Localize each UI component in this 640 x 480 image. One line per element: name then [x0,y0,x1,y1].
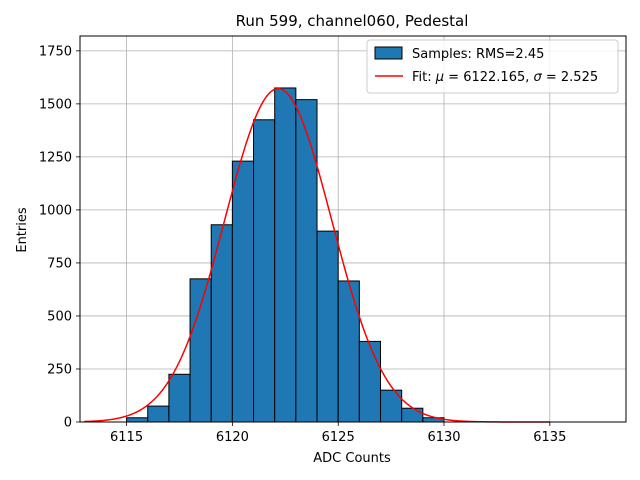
y-tick-label: 1750 [39,44,72,59]
legend-box [366,39,619,94]
histogram-bar [337,280,360,423]
y-axis-label: Entries [15,207,30,253]
histogram-bar [316,230,339,423]
histogram-bar [189,278,212,423]
x-tick-label: 6130 [427,430,460,445]
y-tick-label: 750 [47,256,72,271]
histogram-bar [358,340,382,423]
x-axis-label: ADC Counts [313,451,391,466]
legend: Samples: RMS=2.45 Fit: μ = 6122.165, σ =… [366,39,619,94]
legend-fit-mu-symbol: μ [435,70,444,85]
legend-fit-mu-value: = 6122.165, [444,70,533,85]
histogram-bar [168,373,191,423]
y-axis-ticks: 0 250 500 750 1000 1250 1500 1750 [39,44,80,431]
x-tick-label: 6125 [322,430,355,445]
legend-histogram-label: Samples: RMS=2.45 [412,47,544,62]
y-tick-label: 0 [64,416,72,431]
histogram-bar [401,407,424,423]
histogram-bar [210,224,233,423]
legend-fit-sigma-value: = 2.525 [542,70,598,85]
legend-fit-sigma-symbol: σ [534,70,543,85]
histogram-bar [253,119,276,423]
histogram-bar [295,99,318,423]
x-tick-label: 6115 [110,430,143,445]
histogram-bar [274,87,297,423]
y-tick-label: 1500 [39,97,72,112]
histogram-bar [126,417,149,423]
histogram-bar [147,405,170,423]
y-tick-label: 1000 [39,203,72,218]
plot-area-frame [79,35,627,423]
chart-title: Run 599, channel060, Pedestal [236,12,469,30]
histogram-bars [126,87,445,423]
x-axis-ticks: 6115 6120 6125 6130 6135 [110,422,566,445]
y-tick-label: 1250 [39,150,72,165]
x-tick-label: 6120 [216,430,249,445]
legend-fit-label: Fit: μ = 6122.165, σ = 2.525 [412,70,598,85]
legend-fit-prefix: Fit: [412,70,436,85]
histogram-bar [231,160,255,423]
y-tick-label: 500 [47,309,72,324]
y-tick-label: 250 [47,362,72,377]
x-tick-label: 6135 [533,430,566,445]
legend-histogram-swatch [374,46,403,60]
